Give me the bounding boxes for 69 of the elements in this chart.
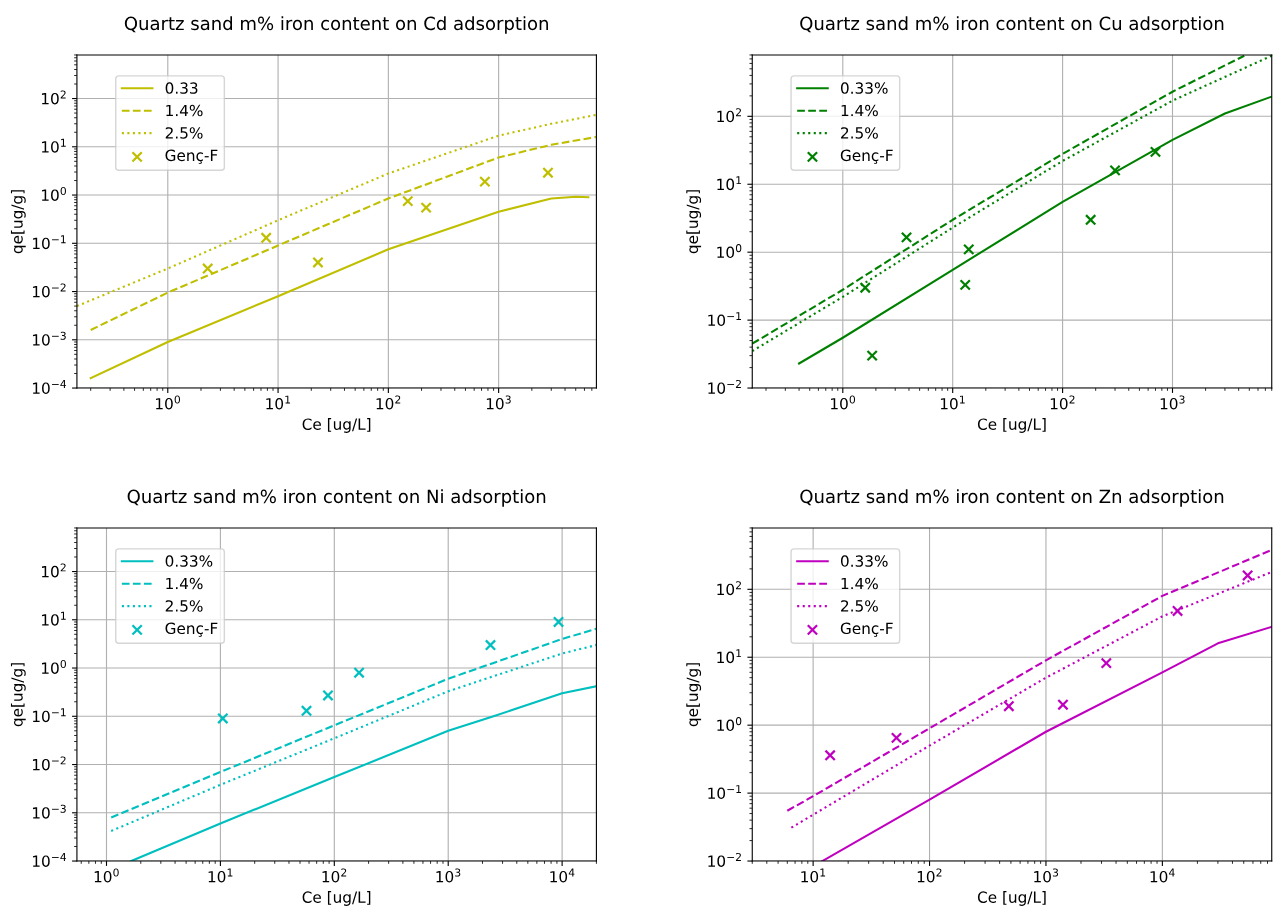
x-tick-label: 10$^{3}$ [1034, 868, 1059, 883]
y-tick-label: 10$^{−2}$ [32, 283, 66, 298]
y-tick-label: 10$^{−3}$ [32, 804, 66, 819]
y-tick-label: 10$^{0}$ [717, 717, 742, 732]
legend-label: 2.5% [841, 600, 878, 612]
x-tick-label: 10$^{3}$ [1160, 395, 1185, 410]
y-tick-label: 10$^{1}$ [717, 176, 742, 191]
x-tick-label: 10$^{1}$ [801, 868, 826, 883]
y-tick-label: 10$^{2}$ [41, 563, 66, 578]
y-tick-label: 10$^{1}$ [41, 611, 66, 626]
legend-label: 0.33% [840, 555, 888, 567]
x-tick-label: 10$^{2}$ [1050, 395, 1075, 410]
x-tick-label: 10$^{3}$ [486, 395, 511, 410]
y-tick-label: 10$^{0}$ [41, 659, 66, 674]
y-tick-label: 10$^{1}$ [717, 649, 742, 664]
legend-label: 2.5% [841, 127, 878, 139]
y-tick-label: 10$^{−1}$ [32, 708, 66, 723]
x-axis-title: Ce [ug/L] [302, 891, 371, 906]
y-tick-label: 10$^{1}$ [41, 138, 66, 153]
legend-label: 1.4% [166, 104, 203, 117]
x-tick-label: 10$^{4}$ [550, 868, 575, 883]
y-tick-label: 10$^{2}$ [717, 581, 741, 596]
legend-label: 0.33% [165, 555, 213, 567]
chart-title: Quartz sand m% iron content on Cd adsorption [124, 16, 548, 34]
legend-label: 1.4% [166, 577, 203, 590]
chart-title: Quartz sand m% iron content on Cu adsorption [800, 16, 1224, 34]
x-tick-label: 10$^{2}$ [376, 395, 401, 410]
y-axis-title: qe[ug/g] [10, 190, 26, 254]
y-tick-label: 10$^{2}$ [41, 90, 66, 105]
x-tick-label: 10$^{2}$ [322, 868, 347, 883]
x-tick-label: 10$^{1}$ [266, 395, 291, 410]
legend-label: 1.4% [841, 104, 878, 117]
y-axis-title: qe[ug/g] [10, 663, 26, 727]
x-axis-title: Ce [ug/L] [302, 418, 371, 433]
x-tick-label: 10$^{0}$ [831, 395, 856, 410]
legend-label: Genç-F [840, 622, 893, 637]
legend-label: Genç-F [840, 149, 893, 164]
legend-label: Genç-F [165, 622, 218, 637]
y-axis-title: qe[ug/g] [686, 663, 702, 727]
legend-label: 0.33% [840, 82, 888, 94]
x-tick-label: 10$^{2}$ [917, 868, 942, 883]
x-tick-label: 10$^{0}$ [156, 395, 181, 410]
x-tick-label: 10$^{4}$ [1150, 868, 1175, 883]
y-tick-label: 10$^{−4}$ [32, 853, 67, 867]
y-tick-label: 10$^{−1}$ [32, 235, 66, 250]
chart-title: Quartz sand m% iron content on Ni adsorption [127, 489, 546, 507]
y-tick-label: 10$^{−3}$ [32, 331, 66, 346]
x-tick-label: 10$^{1}$ [208, 868, 233, 883]
legend-label: 2.5% [165, 600, 203, 612]
y-tick-label: 10$^{0}$ [41, 186, 66, 201]
legend-label: Genç-F [165, 149, 218, 164]
legend-label: 2.5% [165, 127, 203, 139]
x-tick-label: 10$^{3}$ [436, 868, 461, 883]
y-tick-label: 10$^{2}$ [717, 108, 741, 123]
x-tick-label: 10$^{0}$ [94, 868, 119, 883]
y-tick-label: 10$^{−1}$ [708, 785, 741, 800]
x-tick-label: 10$^{1}$ [940, 395, 965, 410]
y-tick-label: 10$^{−2}$ [708, 852, 741, 867]
y-tick-label: 10$^{−4}$ [32, 380, 67, 394]
y-tick-label: 10$^{−2}$ [708, 379, 741, 394]
y-tick-label: 10$^{−1}$ [708, 312, 741, 327]
chart-title: Quartz sand m% iron content on Zn adsorption [800, 489, 1224, 507]
x-axis-title: Ce [ug/L] [977, 418, 1046, 433]
x-axis-title: Ce [ug/L] [977, 891, 1046, 906]
legend-label: 1.4% [841, 577, 878, 590]
y-tick-label: 10$^{−2}$ [32, 756, 66, 771]
y-axis-title: qe[ug/g] [686, 190, 702, 254]
legend-label: 0.33 [165, 82, 198, 94]
y-tick-label: 10$^{0}$ [717, 244, 742, 259]
